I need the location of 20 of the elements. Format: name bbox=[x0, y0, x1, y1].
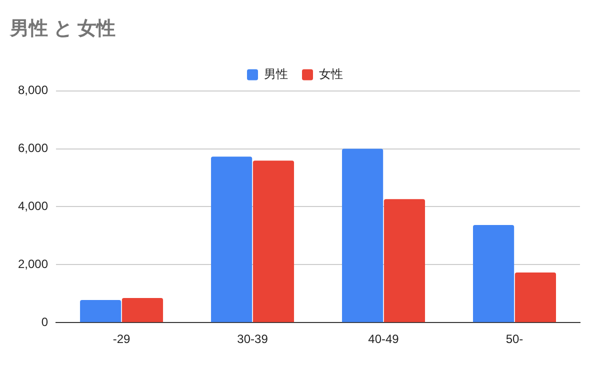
y-tick-label: 8,000 bbox=[18, 83, 48, 98]
legend-label: 男性 bbox=[264, 67, 288, 82]
bar bbox=[211, 156, 252, 322]
y-tick-label: 2,000 bbox=[18, 256, 48, 271]
chart-title: 男性 と 女性 bbox=[9, 18, 116, 40]
bar bbox=[122, 298, 164, 322]
bar bbox=[252, 160, 294, 322]
y-tick-label: 4,000 bbox=[18, 199, 48, 214]
bar bbox=[342, 148, 384, 322]
bar bbox=[384, 199, 426, 322]
bar bbox=[80, 300, 122, 322]
y-tick-label: 0 bbox=[41, 314, 48, 329]
bar bbox=[473, 224, 514, 322]
x-tick-label: 40-49 bbox=[368, 332, 400, 346]
legend-label: 女性 bbox=[319, 67, 343, 82]
x-tick-label: 30-39 bbox=[237, 332, 268, 346]
x-tick-label: 50- bbox=[506, 332, 524, 346]
y-tick-label: 6,000 bbox=[18, 141, 48, 156]
bar bbox=[514, 272, 556, 322]
x-tick-label: -29 bbox=[112, 332, 131, 346]
